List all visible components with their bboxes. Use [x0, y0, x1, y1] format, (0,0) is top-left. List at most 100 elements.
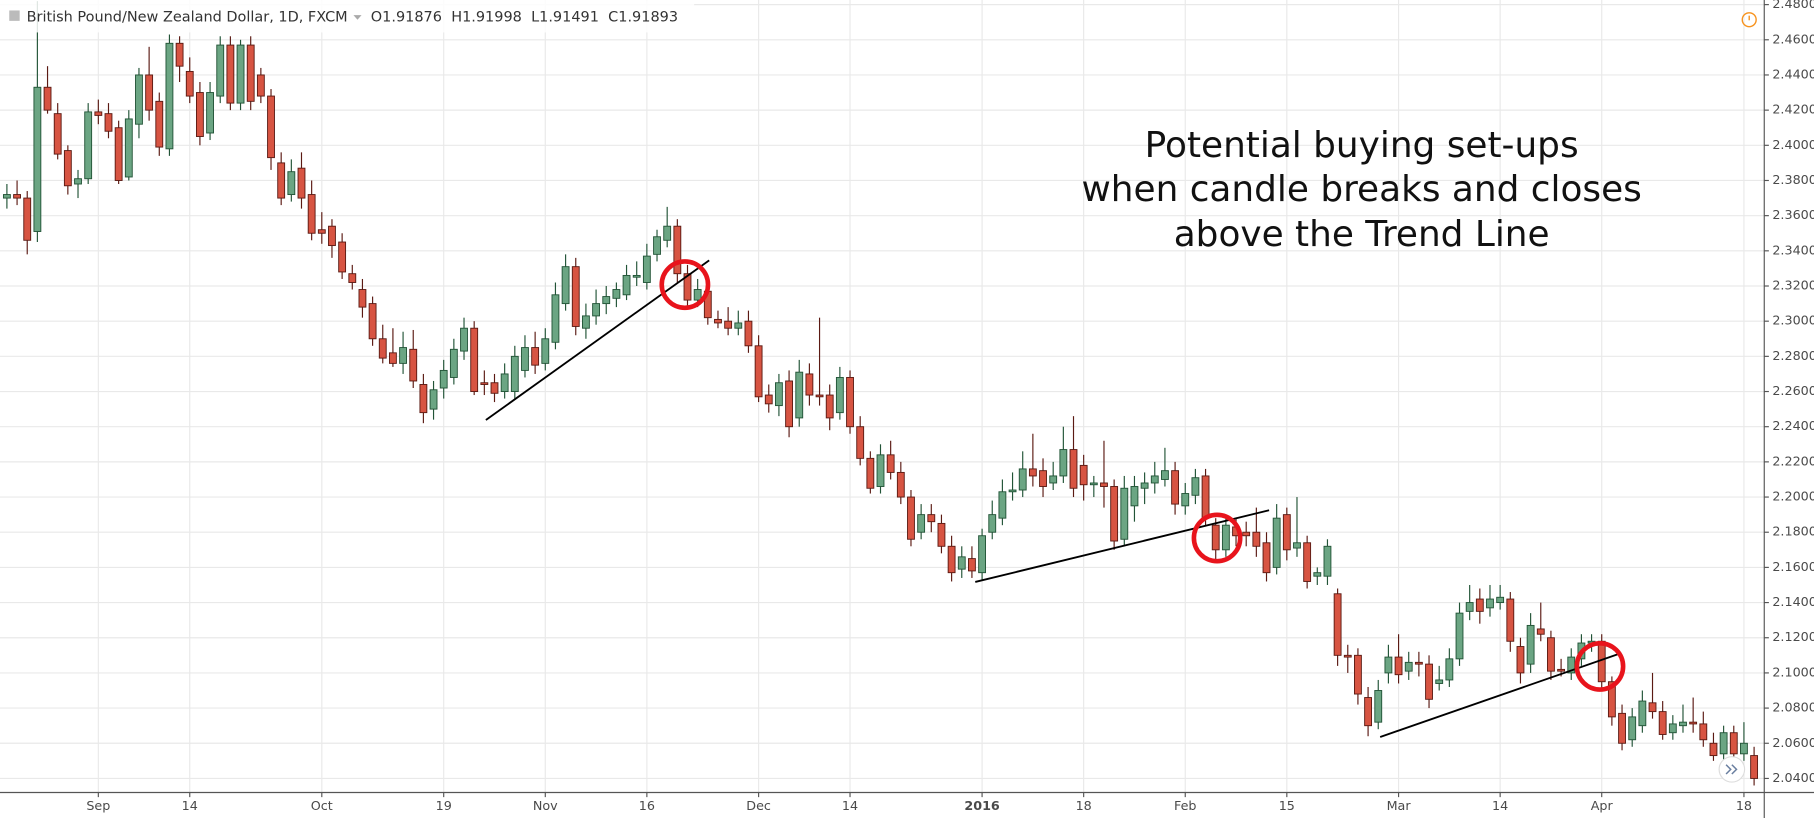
candle-body — [1435, 679, 1444, 684]
ohlc-value: O1.91876 — [371, 9, 442, 25]
candle-body — [439, 369, 448, 389]
candle-body — [74, 178, 82, 185]
candle-body — [195, 92, 204, 137]
candle-body — [592, 303, 600, 317]
candle-body — [1658, 711, 1667, 735]
candle-body — [246, 44, 255, 102]
candle-body — [642, 255, 651, 283]
candle-body — [1526, 624, 1535, 665]
candle-body — [582, 315, 590, 329]
candle-body — [571, 266, 580, 327]
dropdown-caret[interactable] — [353, 15, 362, 20]
candle-body — [114, 127, 123, 181]
candle-body — [998, 491, 1007, 519]
candle-body — [632, 274, 641, 278]
candle-body — [1374, 690, 1383, 723]
candle-body — [907, 496, 915, 540]
candle-body — [1719, 732, 1728, 755]
highlight-circle — [1191, 512, 1243, 564]
x-tick-label: 19 — [436, 798, 452, 813]
candle-body — [1404, 661, 1413, 672]
candle-body — [1394, 656, 1403, 676]
trend-lines — [485, 259, 1620, 738]
y-tick-label: 2.44000 — [1772, 66, 1814, 81]
candle-body — [521, 347, 529, 371]
x-tick-label: 14 — [1492, 798, 1508, 813]
candle-body — [775, 382, 783, 407]
candle-body — [399, 347, 407, 364]
candle-body — [328, 225, 336, 247]
candle-body — [856, 426, 865, 459]
ohlc-value: C1.91893 — [608, 9, 678, 25]
candle-body — [1445, 658, 1454, 681]
candle-body — [1425, 663, 1433, 700]
x-tick-label: Sep — [86, 798, 110, 813]
y-tick-label: 2.24000 — [1772, 418, 1814, 433]
candle-body — [348, 273, 357, 283]
candle-body — [1089, 482, 1098, 486]
candle-body — [378, 338, 387, 359]
highlight-circle — [1574, 640, 1626, 692]
candle-body — [612, 289, 621, 299]
symbol-title[interactable]: British Pound/New Zealand Dollar, 1D, FX… — [27, 9, 348, 25]
candle-body — [1221, 524, 1230, 551]
x-tick-label: 14 — [842, 798, 858, 813]
candle-body — [947, 545, 956, 574]
candle-body — [409, 348, 418, 382]
candle-body — [744, 320, 753, 347]
y-tick-label: 2.30000 — [1772, 313, 1814, 328]
x-tick-label: Apr — [1591, 798, 1614, 813]
candle-body — [896, 471, 905, 498]
y-tick-label: 2.40000 — [1772, 137, 1814, 152]
candle-body — [653, 236, 661, 255]
candle-body — [1648, 702, 1657, 713]
y-tick-label: 2.06000 — [1772, 735, 1814, 750]
candle-body — [1638, 700, 1647, 727]
candle-body — [165, 42, 174, 150]
x-tick-label: Mar — [1387, 798, 1412, 813]
candle-body — [33, 86, 42, 232]
candle-body — [724, 320, 733, 329]
x-tick-label: 18 — [1736, 798, 1752, 813]
candle-body — [1242, 531, 1251, 537]
x-tick-label: Feb — [1174, 798, 1197, 813]
candle-body — [1079, 464, 1088, 486]
candle-body — [94, 111, 103, 116]
y-tick-label: 2.26000 — [1772, 383, 1814, 398]
candle-body — [1110, 486, 1119, 542]
candle-body — [978, 535, 986, 574]
candle-body — [317, 229, 326, 234]
y-tick-label: 2.14000 — [1772, 594, 1814, 609]
trend-line — [485, 259, 710, 421]
x-tick-label: 15 — [1279, 798, 1295, 813]
x-tick-label: Dec — [746, 798, 771, 813]
candle-body — [917, 514, 926, 533]
y-tick-label: 2.28000 — [1772, 348, 1814, 363]
candle-body — [1069, 449, 1078, 489]
y-tick-label: 2.10000 — [1772, 664, 1814, 679]
candle-body — [23, 197, 32, 241]
trend-line — [975, 509, 1270, 583]
candle-body — [480, 382, 489, 385]
annotation: when candle breaks and closes — [1081, 169, 1641, 210]
alert-icon[interactable] — [1741, 12, 1757, 28]
candle-body — [1039, 470, 1047, 487]
scroll-button[interactable] — [1718, 756, 1746, 783]
candle-body — [124, 118, 133, 178]
candle-body — [602, 296, 611, 305]
candle-body — [1130, 486, 1139, 507]
candle-body — [1496, 596, 1505, 604]
candle-body — [84, 111, 93, 180]
candle-body — [1100, 482, 1108, 487]
candle-body — [1252, 531, 1261, 547]
candle-body — [876, 454, 885, 487]
x-tick-label: 2016 — [964, 798, 1000, 813]
ohlc-value: L1.91491 — [531, 9, 599, 25]
candle-body — [297, 167, 306, 199]
candle-body — [1668, 723, 1677, 734]
x-tick-label: Nov — [533, 798, 558, 813]
candle-body — [1049, 475, 1058, 484]
candle-body — [358, 289, 367, 308]
